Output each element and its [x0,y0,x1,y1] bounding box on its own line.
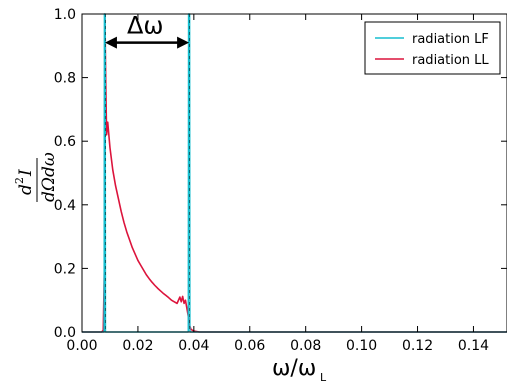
x-axis-label: ω/ω [272,356,316,381]
x-tick-label: 0.10 [346,338,377,354]
legend-label-radiation-lf: radiation LF [412,32,489,47]
ticks-layer: 0.00 0.02 0.04 0.06 0.08 0.10 0.12 0.14 0.0 0.2 0.… [54,7,507,354]
legend-label-radiation-ll: radiation LL [412,53,489,68]
y-tick-label: 1.0 [54,7,76,23]
delta-omega-arrow-head-left [104,36,117,49]
x-tick-label: 0.06 [234,338,265,354]
y-tick-label: 0.4 [54,198,76,214]
x-axis-label-subscript: L [320,371,327,383]
x-tick-label: 0.14 [458,338,489,354]
annotation-layer: Δω [104,12,190,49]
delta-omega-arrow-head-right [177,36,190,49]
y-label-numerator-sup: 2 [13,177,26,184]
y-label-denominator: dΩdω [39,152,59,202]
x-tick-label: 0.08 [290,338,321,354]
y-tick-label: 0.0 [54,325,76,341]
x-tick-label: 0.04 [178,338,209,354]
y-tick-label: 0.8 [54,71,76,87]
y-axis-title: d 2 I dΩdω [13,152,59,202]
y-tick-label: 0.6 [54,134,76,150]
delta-omega-annotation: Δω [127,12,164,40]
legend-box [364,21,501,75]
y-label-numerator-d: d [16,184,36,195]
x-tick-label: 0.00 [66,338,97,354]
x-tick-label: 0.02 [122,338,153,354]
series-line-radiation-ll [82,13,507,333]
plot-frame [81,13,507,333]
x-tick-label: 0.12 [402,338,433,354]
x-axis-title: ω/ω L [272,356,327,383]
y-tick-label: 0.2 [54,261,76,277]
y-label-numerator-i: I [16,169,36,177]
legend: radiation LF radiation LL [364,21,501,75]
